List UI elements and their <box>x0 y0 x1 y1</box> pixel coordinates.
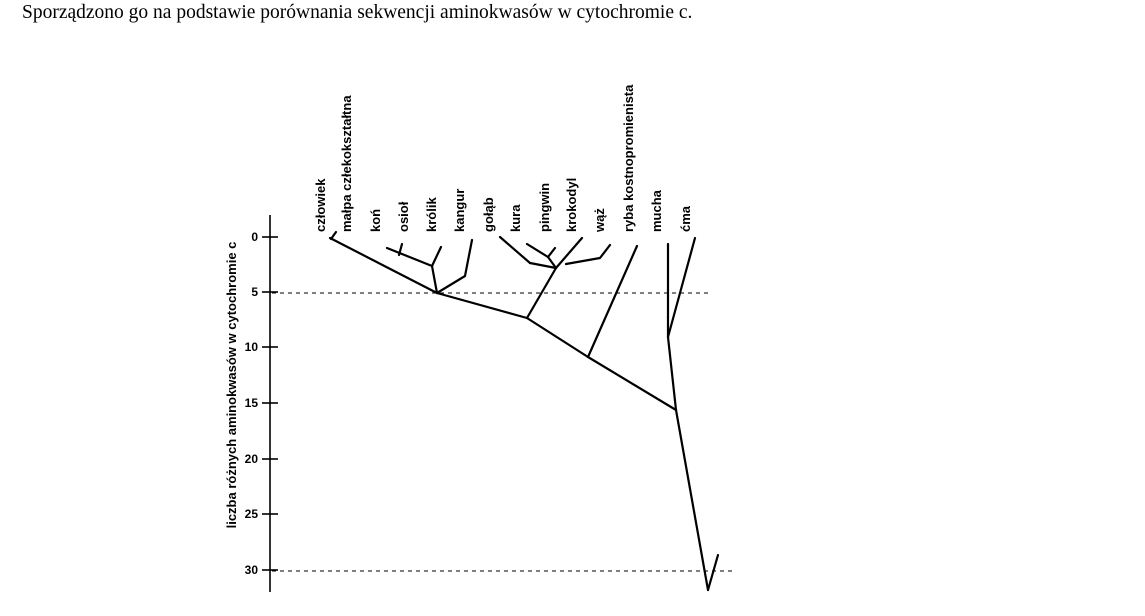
caption: Sporządzono go na podstawie porównania s… <box>22 2 693 23</box>
taxon-czlowiek: człowiek <box>313 178 328 232</box>
branch-horse-donkey-stem <box>430 264 439 295</box>
branch-krolik <box>430 245 443 268</box>
taxon-krokodyl: krokodyl <box>564 178 579 232</box>
branch-mammal-stem <box>435 291 529 320</box>
taxon-pingwin: pingwin <box>537 183 552 232</box>
branch-ryba <box>586 244 639 359</box>
branch-golab <box>498 235 532 265</box>
y-tick-label-5: 5 <box>251 285 258 299</box>
branch-krokodyl <box>554 236 584 270</box>
branch-waz <box>564 243 612 266</box>
taxon-mucha: mucha <box>649 189 664 232</box>
branch-root-stem <box>674 408 710 592</box>
taxon-kura: kura <box>508 204 523 232</box>
taxon-kon: koń <box>368 209 383 232</box>
branch-amniote-stem <box>525 316 590 359</box>
branch-kon <box>385 246 434 268</box>
taxon-osiol: osioł <box>396 201 411 232</box>
taxon-malpa-czlekoksztaltna: małpa człekokształtna <box>339 95 354 232</box>
y-tick-label-0: 0 <box>251 230 258 244</box>
branch-pingwin <box>546 246 557 259</box>
branch-kangur-stem <box>435 274 467 295</box>
taxon-ryba-kostnopromienista: ryba kostnopromienista <box>621 84 636 232</box>
branch-kura <box>525 242 550 259</box>
y-tick-label-20: 20 <box>245 452 259 466</box>
branch-kura-pingwin-stem <box>546 255 558 270</box>
branch-osiol <box>397 242 404 257</box>
branch-vertebrate-stem <box>586 355 678 412</box>
branch-root-outgroup <box>706 553 720 592</box>
taxon-kangur: kangur <box>452 189 467 232</box>
tree-branches <box>328 230 720 592</box>
y-tick-label-10: 10 <box>245 340 259 354</box>
taxon-labels: człowiek małpa człekokształtna koń osioł… <box>313 84 693 233</box>
branch-kura-pingwin-join <box>528 261 558 270</box>
y-tick-label-25: 25 <box>245 507 259 521</box>
branch-insect-stem <box>666 335 678 412</box>
branch-kangur <box>463 238 474 278</box>
y-tick-label-15: 15 <box>245 396 259 410</box>
taxon-cma: ćma <box>678 205 693 232</box>
y-tick-labels: 0 5 10 15 20 25 30 <box>245 230 259 577</box>
branch-cma <box>666 236 697 339</box>
y-tick-label-30: 30 <box>245 563 259 577</box>
branch-malpa <box>329 230 338 241</box>
y-axis-title: liczba różnych aminokwasów w cytochromie… <box>224 242 239 529</box>
branch-sauropsid-stem <box>525 266 558 320</box>
taxon-krolik: królik <box>424 197 439 232</box>
taxon-golab: gołąb <box>481 197 496 232</box>
taxon-waz: wąż <box>592 208 607 233</box>
y-axis <box>262 215 278 592</box>
branch-czlowiek <box>328 236 439 295</box>
